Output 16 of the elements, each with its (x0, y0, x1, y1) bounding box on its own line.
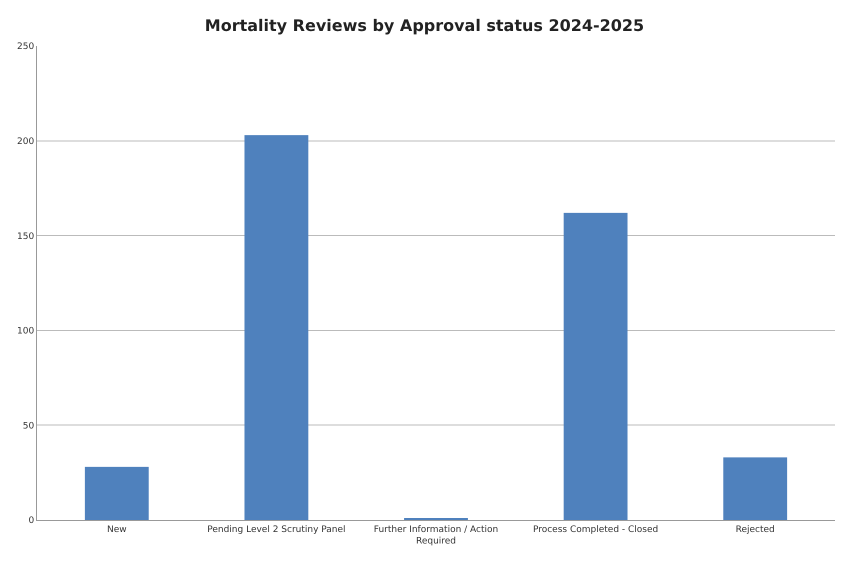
x-tick-label: Process Completed - Closed (532, 524, 658, 535)
x-tick-label: New (106, 524, 127, 535)
bar (564, 212, 628, 520)
y-tick-label: 150 (17, 232, 34, 242)
bar (84, 466, 149, 520)
chart-title: Mortality Reviews by Approval status 2024-2025 (204, 16, 644, 35)
bar (723, 457, 788, 520)
x-tick-label: Rejected (736, 524, 775, 535)
y-tick-label: 50 (22, 421, 34, 432)
bar (244, 135, 308, 520)
x-tick-label: Further Information / Action Required (374, 524, 498, 546)
y-tick-label: 0 (28, 516, 34, 526)
y-tick-label: 100 (17, 326, 34, 337)
y-tick-label: 250 (17, 42, 34, 52)
y-tick-label: 200 (17, 136, 34, 147)
x-tick-label: Pending Level 2 Scrutiny Panel (207, 524, 346, 535)
